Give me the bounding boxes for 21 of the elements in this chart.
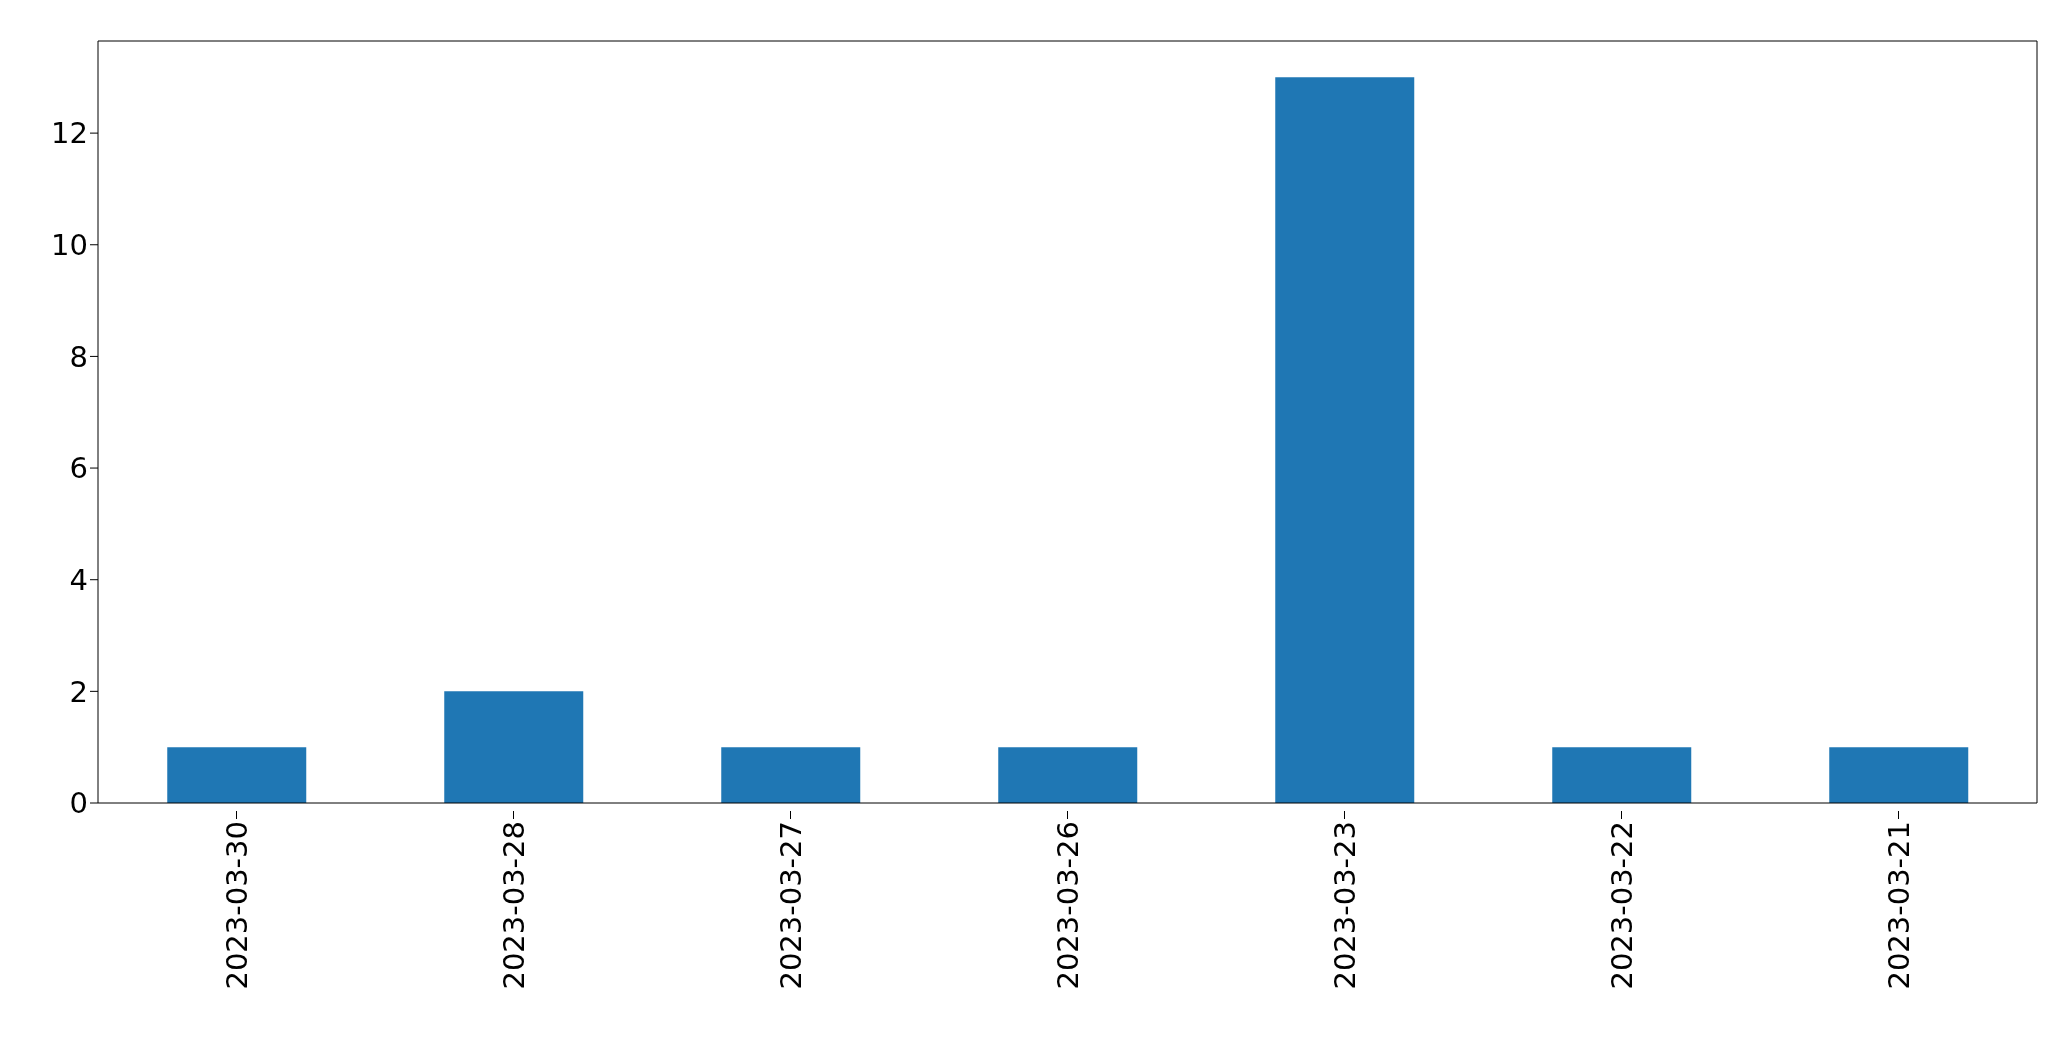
- x-tick-label: 2023-03-23: [1327, 821, 1362, 990]
- x-tick-label: 2023-03-21: [1881, 821, 1916, 990]
- y-tick-label: 2: [69, 674, 88, 709]
- bar: [1829, 747, 1969, 803]
- x-tick-label: 2023-03-30: [219, 821, 254, 990]
- bar: [444, 691, 584, 803]
- y-tick-label: 12: [51, 116, 88, 151]
- y-tick-label: 0: [69, 786, 88, 821]
- bar: [721, 747, 861, 803]
- bar: [167, 747, 307, 803]
- y-tick-label: 8: [69, 339, 88, 374]
- x-tick-label: 2023-03-28: [496, 821, 531, 990]
- x-tick-label: 2023-03-27: [773, 821, 808, 990]
- y-tick-label: 6: [69, 451, 88, 486]
- bar: [998, 747, 1138, 803]
- y-tick-label: 4: [69, 563, 88, 597]
- x-tick-label: 2023-03-22: [1604, 821, 1639, 990]
- x-tick-label: 2023-03-26: [1050, 821, 1085, 990]
- bar: [1275, 77, 1415, 803]
- y-tick-label: 10: [51, 228, 88, 263]
- bar: [1552, 747, 1692, 803]
